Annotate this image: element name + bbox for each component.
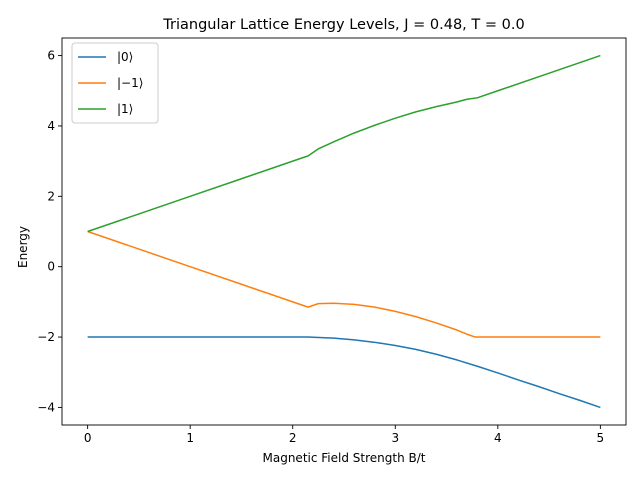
x-axis-ticks: 0 1 2 3 4 5	[84, 425, 604, 445]
chart-title: Triangular Lattice Energy Levels, J = 0.…	[162, 17, 524, 33]
x-tick-label: 3	[391, 431, 399, 445]
x-axis-label: Magnetic Field Strength B/t	[263, 451, 426, 465]
series-line-0	[87, 336, 601, 409]
y-tick-label: −2	[37, 330, 55, 344]
legend-label-2: |1⟩	[117, 102, 133, 116]
y-tick-label: 4	[47, 119, 55, 133]
plot-frame	[61, 37, 627, 426]
series-line-1	[87, 230, 601, 338]
legend: |0⟩ |−1⟩ |1⟩	[71, 42, 159, 124]
series-line-2	[87, 54, 601, 233]
y-tick-label: 6	[47, 49, 55, 63]
x-tick-label: 5	[597, 431, 605, 445]
series-lines	[87, 54, 601, 409]
y-axis-label: Energy	[16, 226, 30, 268]
legend-label-1: |−1⟩	[117, 76, 143, 90]
y-tick-label: 0	[47, 260, 55, 274]
x-tick-label: 4	[494, 431, 502, 445]
y-tick-label: 2	[47, 189, 55, 203]
y-axis-ticks: −4 −2 0 2 4 6	[37, 49, 62, 414]
legend-box	[71, 42, 159, 124]
x-tick-label: 0	[84, 431, 92, 445]
x-tick-label: 1	[186, 431, 194, 445]
y-tick-label: −4	[37, 400, 55, 414]
x-tick-label: 2	[289, 431, 297, 445]
legend-label-0: |0⟩	[117, 50, 133, 64]
